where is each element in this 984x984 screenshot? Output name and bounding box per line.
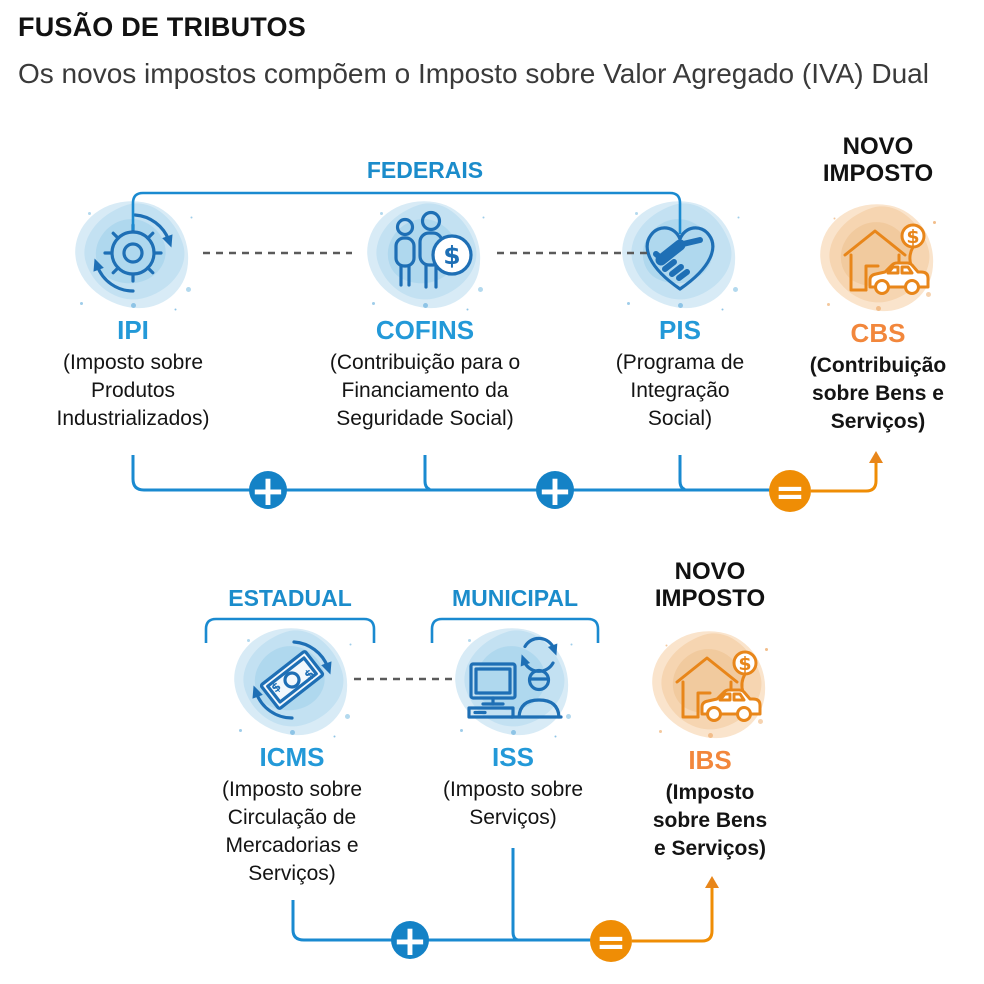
blob-specks (290, 730, 295, 735)
group-label-federais: FEDERAIS (366, 157, 484, 183)
tax-item-ipi: IPI (Imposto sobre Produtos Industrializ… (23, 191, 243, 433)
dollar-glyph: $ (443, 241, 460, 270)
tax-abbr: COFINS (375, 315, 475, 345)
equals-badge: = (590, 920, 632, 963)
tax-desc: (Programa de Integração Social) (615, 351, 745, 430)
tax-item-icms: $ $ ICMS (Imposto sobre Circulação de Me… (182, 618, 402, 888)
blob-specks (708, 733, 713, 738)
group-label-municipal: MUNICIPAL (451, 585, 579, 611)
tax-desc: (Imposto sobre Bens e Serviços) (652, 781, 768, 860)
tax-item-iss: ISS (Imposto sobre Serviços) (403, 618, 623, 832)
dollar-glyph: $ (906, 226, 919, 248)
svg-text:=: = (596, 922, 626, 963)
tax-desc: (Contribuição sobre Bens e Serviços) (809, 354, 947, 433)
tax-desc: (Imposto sobre Produtos Industrializados… (56, 351, 210, 430)
tax-item-cbs: $ CBS (Contribuição sobre Bens e Serviço… (783, 194, 973, 436)
watercolor-blob-blue (446, 618, 578, 744)
tax-item-pis: PIS (Programa de Integração Social) (580, 191, 780, 433)
tax-abbr: ISS (492, 742, 534, 772)
page-title: FUSÃO DE TRIBUTOS (18, 12, 306, 42)
house-car-dollar-icon: $ (843, 223, 930, 295)
blob-specks (423, 303, 428, 308)
blob-specks (131, 303, 136, 308)
svg-text:+: + (537, 466, 572, 515)
handshake-heart-icon (645, 226, 715, 291)
money-cycle-icon: $ $ (252, 640, 332, 720)
watercolor-blob-blue (66, 191, 198, 317)
equals-badge: = (769, 470, 811, 513)
watercolor-blob-orange: $ (643, 621, 775, 747)
up-arrow-icon (705, 876, 719, 888)
plus-badge: + (249, 466, 287, 515)
watercolor-blob-blue: $ $ (225, 618, 357, 744)
tax-item-ibs: $ IBS (Imposto sobre Bens e Serviços) (630, 621, 790, 863)
blob-specks (876, 306, 881, 311)
gear-cycle-icon (93, 213, 173, 293)
plus-badge: + (391, 916, 429, 965)
tax-desc: (Imposto sobre Circulação de Mercadorias… (221, 778, 363, 885)
tax-abbr: CBS (850, 318, 906, 348)
tax-abbr: IBS (688, 745, 732, 775)
new-tax-label-bottom: NOVO IMPOSTO (654, 558, 766, 612)
svg-text:+: + (392, 916, 427, 965)
svg-text:+: + (250, 466, 285, 515)
tax-item-cofins: $ COFINS (Contribuição para o Financiame… (295, 191, 555, 433)
house-car-dollar-icon: $ (675, 650, 762, 722)
tax-abbr: PIS (659, 315, 701, 345)
tax-abbr: IPI (117, 315, 149, 345)
blob-specks (511, 730, 516, 735)
tax-abbr: ICMS (259, 742, 325, 772)
people-coin-icon: $ (394, 210, 473, 289)
svg-text:=: = (775, 472, 805, 513)
tax-desc: (Imposto sobre Serviços) (442, 778, 584, 829)
page-subtitle: Os novos impostos compõem o Imposto sobr… (18, 58, 929, 89)
computer-person-icon (467, 636, 563, 719)
up-arrow-icon (869, 451, 883, 463)
watercolor-blob-blue: $ (358, 191, 490, 317)
top-sum-connector: + + = (131, 451, 883, 515)
watercolor-blob-orange: $ (811, 194, 943, 320)
new-tax-label-top: NOVO IMPOSTO (822, 133, 934, 187)
watercolor-blob-blue (613, 191, 745, 317)
dollar-glyph: $ (738, 653, 751, 675)
plus-badge: + (536, 466, 574, 515)
group-label-estadual: ESTADUAL (228, 585, 352, 611)
tax-desc: (Contribuição para o Financiamento da Se… (329, 351, 521, 430)
blob-specks (678, 303, 683, 308)
